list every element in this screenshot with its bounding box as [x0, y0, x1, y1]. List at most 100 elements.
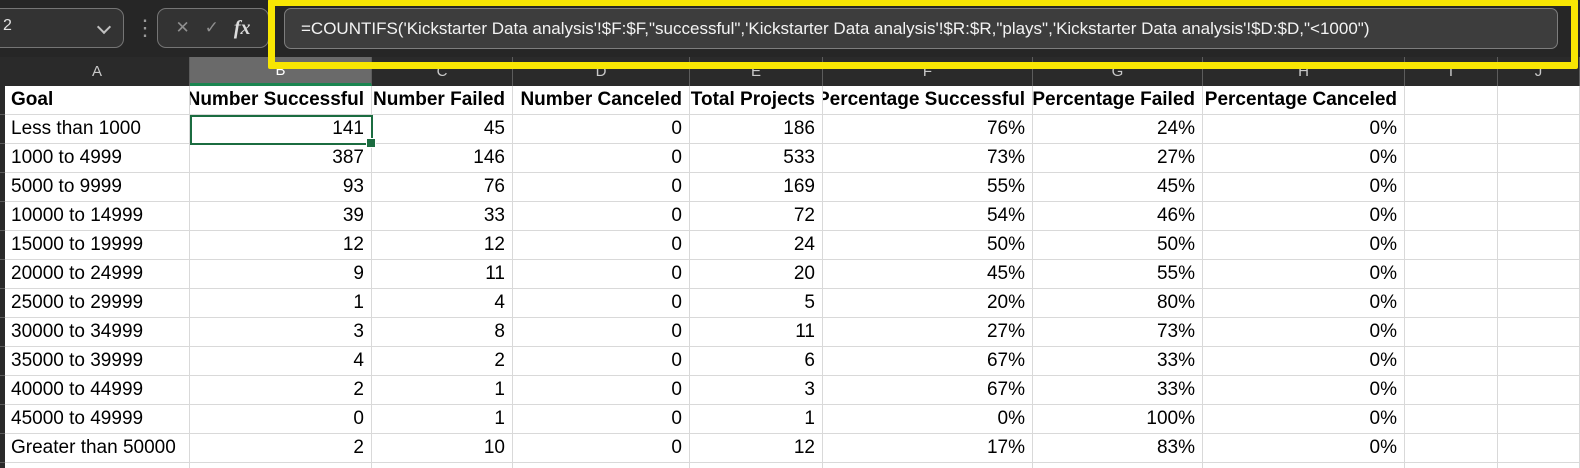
cell-A1[interactable]: Goal [5, 86, 190, 115]
cell-F1[interactable]: Percentage Successful [823, 86, 1033, 115]
cell-B14[interactable] [190, 463, 372, 468]
cell-D6[interactable]: 0 [513, 231, 690, 260]
cell-E1[interactable]: Total Projects [690, 86, 823, 115]
cell-H13[interactable]: 0% [1203, 434, 1405, 463]
cell-D13[interactable]: 0 [513, 434, 690, 463]
cell-C11[interactable]: 1 [372, 376, 513, 405]
cell-J3[interactable] [1498, 144, 1580, 173]
cell-F6[interactable]: 50% [823, 231, 1033, 260]
cell-E11[interactable]: 3 [690, 376, 823, 405]
cell-F3[interactable]: 73% [823, 144, 1033, 173]
cell-F2[interactable]: 76% [823, 115, 1033, 144]
cell-F9[interactable]: 27% [823, 318, 1033, 347]
cell-A11[interactable]: 40000 to 44999 [5, 376, 190, 405]
cell-E6[interactable]: 24 [690, 231, 823, 260]
cell-G4[interactable]: 45% [1033, 173, 1203, 202]
column-header-A[interactable]: A [5, 57, 190, 86]
cell-G12[interactable]: 100% [1033, 405, 1203, 434]
cell-G8[interactable]: 80% [1033, 289, 1203, 318]
cell-H6[interactable]: 0% [1203, 231, 1405, 260]
cell-D2[interactable]: 0 [513, 115, 690, 144]
cell-G7[interactable]: 55% [1033, 260, 1203, 289]
cell-F14[interactable] [823, 463, 1033, 468]
cell-E10[interactable]: 6 [690, 347, 823, 376]
cell-D4[interactable]: 0 [513, 173, 690, 202]
cell-J7[interactable] [1498, 260, 1580, 289]
cell-I5[interactable] [1405, 202, 1498, 231]
cell-D10[interactable]: 0 [513, 347, 690, 376]
cell-I11[interactable] [1405, 376, 1498, 405]
cell-I4[interactable] [1405, 173, 1498, 202]
cell-B12[interactable]: 0 [190, 405, 372, 434]
column-header-F[interactable]: F [823, 57, 1033, 86]
cell-A8[interactable]: 25000 to 29999 [5, 289, 190, 318]
cell-B10[interactable]: 4 [190, 347, 372, 376]
more-options-icon[interactable]: ⋮ [134, 15, 156, 40]
cell-D7[interactable]: 0 [513, 260, 690, 289]
name-box[interactable]: 2 [0, 8, 124, 48]
cell-I14[interactable] [1405, 463, 1498, 468]
cell-B2[interactable]: 141 [190, 115, 372, 144]
cell-H2[interactable]: 0% [1203, 115, 1405, 144]
cell-J8[interactable] [1498, 289, 1580, 318]
column-header-H[interactable]: H [1203, 57, 1405, 86]
cell-H5[interactable]: 0% [1203, 202, 1405, 231]
cell-H8[interactable]: 0% [1203, 289, 1405, 318]
formula-input[interactable]: =COUNTIFS('Kickstarter Data analysis'!$F… [284, 8, 1558, 49]
cell-C7[interactable]: 11 [372, 260, 513, 289]
cell-G13[interactable]: 83% [1033, 434, 1203, 463]
cell-F13[interactable]: 17% [823, 434, 1033, 463]
cell-C9[interactable]: 8 [372, 318, 513, 347]
cell-B4[interactable]: 93 [190, 173, 372, 202]
cell-G9[interactable]: 73% [1033, 318, 1203, 347]
cell-C10[interactable]: 2 [372, 347, 513, 376]
cell-H9[interactable]: 0% [1203, 318, 1405, 347]
cell-F10[interactable]: 67% [823, 347, 1033, 376]
cell-A3[interactable]: 1000 to 4999 [5, 144, 190, 173]
cell-I6[interactable] [1405, 231, 1498, 260]
cell-A9[interactable]: 30000 to 34999 [5, 318, 190, 347]
cell-G6[interactable]: 50% [1033, 231, 1203, 260]
cell-A4[interactable]: 5000 to 9999 [5, 173, 190, 202]
cell-D1[interactable]: Number Canceled [513, 86, 690, 115]
column-header-D[interactable]: D [513, 57, 690, 86]
cell-B7[interactable]: 9 [190, 260, 372, 289]
cell-F8[interactable]: 20% [823, 289, 1033, 318]
column-header-I[interactable]: I [1405, 57, 1498, 86]
cell-J12[interactable] [1498, 405, 1580, 434]
cell-D14[interactable] [513, 463, 690, 468]
cell-A2[interactable]: Less than 1000 [5, 115, 190, 144]
cell-F7[interactable]: 45% [823, 260, 1033, 289]
cell-D12[interactable]: 0 [513, 405, 690, 434]
cell-J1[interactable] [1498, 86, 1580, 115]
cell-C1[interactable]: Number Failed [372, 86, 513, 115]
cell-C4[interactable]: 76 [372, 173, 513, 202]
cell-E8[interactable]: 5 [690, 289, 823, 318]
cell-I9[interactable] [1405, 318, 1498, 347]
cell-B5[interactable]: 39 [190, 202, 372, 231]
cancel-icon[interactable]: ✕ [175, 18, 190, 37]
cell-A5[interactable]: 10000 to 14999 [5, 202, 190, 231]
cell-I2[interactable] [1405, 115, 1498, 144]
cell-D3[interactable]: 0 [513, 144, 690, 173]
cell-A6[interactable]: 15000 to 19999 [5, 231, 190, 260]
cell-C12[interactable]: 1 [372, 405, 513, 434]
cell-J2[interactable] [1498, 115, 1580, 144]
cell-D9[interactable]: 0 [513, 318, 690, 347]
cell-A7[interactable]: 20000 to 24999 [5, 260, 190, 289]
cell-I1[interactable] [1405, 86, 1498, 115]
cell-G11[interactable]: 33% [1033, 376, 1203, 405]
enter-icon[interactable]: ✓ [204, 18, 219, 37]
cell-H4[interactable]: 0% [1203, 173, 1405, 202]
cell-B8[interactable]: 1 [190, 289, 372, 318]
cell-G2[interactable]: 24% [1033, 115, 1203, 144]
cell-C3[interactable]: 146 [372, 144, 513, 173]
cell-I10[interactable] [1405, 347, 1498, 376]
cell-G10[interactable]: 33% [1033, 347, 1203, 376]
cell-F5[interactable]: 54% [823, 202, 1033, 231]
cell-H12[interactable]: 0% [1203, 405, 1405, 434]
cell-F11[interactable]: 67% [823, 376, 1033, 405]
column-header-G[interactable]: G [1033, 57, 1203, 86]
cell-B1[interactable]: Number Successful [190, 86, 372, 115]
cell-D11[interactable]: 0 [513, 376, 690, 405]
